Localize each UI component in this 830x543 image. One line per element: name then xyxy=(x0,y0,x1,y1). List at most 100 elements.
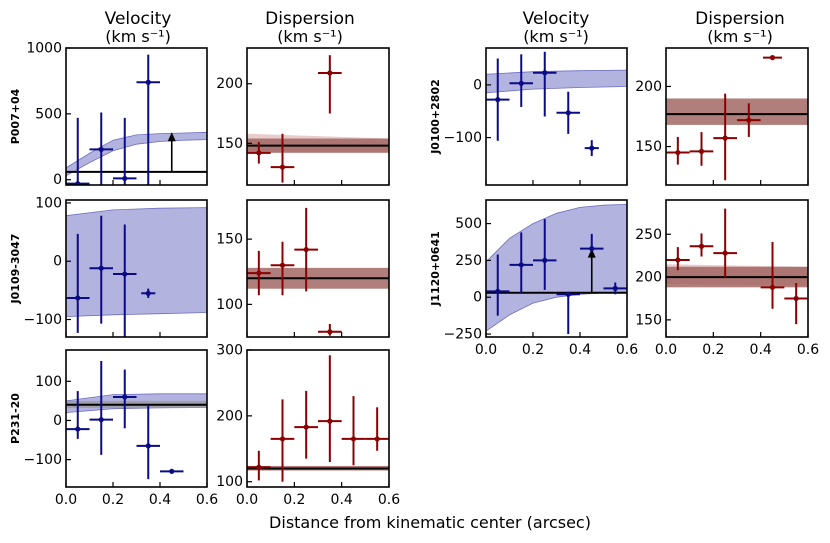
axes-frame xyxy=(485,199,628,338)
plot-area xyxy=(247,55,389,183)
point-marker xyxy=(256,464,262,470)
data-point xyxy=(713,208,737,278)
model-band xyxy=(66,131,207,177)
data-point xyxy=(247,450,271,481)
panel-p231-20-velocity: −100 0 100 0.0 0.2 0.4 0.6 P231-20 xyxy=(9,349,218,508)
y-tick-label: −250 xyxy=(444,327,482,343)
plot-area xyxy=(486,51,627,157)
y-tick-label: −100 xyxy=(24,452,62,468)
point-marker xyxy=(327,70,333,76)
x-tick-label: 0.4 xyxy=(331,492,353,508)
point-marker xyxy=(256,150,262,156)
data-point xyxy=(141,288,156,298)
model-band xyxy=(66,207,207,318)
point-marker xyxy=(98,265,104,271)
data-point xyxy=(89,360,113,455)
axes-frame xyxy=(246,349,390,488)
dispersion-units-right: (km s⁻¹) xyxy=(707,27,773,46)
data-point xyxy=(666,247,690,271)
axes-frame xyxy=(65,47,208,186)
data-point xyxy=(580,233,604,252)
galaxy-label: J0109-3047 xyxy=(9,234,22,305)
dispersion-units-left: (km s⁻¹) xyxy=(277,27,343,46)
point-marker xyxy=(722,135,728,141)
data-point xyxy=(294,207,318,292)
data-point xyxy=(270,133,295,183)
point-marker xyxy=(495,97,501,103)
data-point xyxy=(556,91,580,134)
y-tick-label: 300 xyxy=(216,343,243,359)
x-tick-label: 0.0 xyxy=(55,492,77,508)
data-point xyxy=(113,117,137,185)
data-point xyxy=(318,55,342,114)
point-marker xyxy=(75,181,81,185)
point-marker xyxy=(565,110,571,116)
velocity-units-left: (km s⁻¹) xyxy=(105,27,171,46)
data-point xyxy=(66,233,90,333)
data-point xyxy=(603,282,627,295)
point-marker xyxy=(495,288,501,294)
panel-j0109-3047-dispersion: 100 150 xyxy=(216,199,390,338)
velocity-title-right: Velocity xyxy=(523,9,590,29)
x-tick-label: 0.6 xyxy=(378,492,400,508)
point-marker xyxy=(675,149,681,156)
y-tick-label: 0 xyxy=(53,172,62,188)
axes-frame xyxy=(65,199,208,338)
point-marker xyxy=(746,117,752,123)
y-tick-label: 0 xyxy=(53,254,62,270)
y-tick-label: 150 xyxy=(635,139,662,155)
galaxy-label: P231-20 xyxy=(9,393,22,444)
data-point xyxy=(713,93,737,181)
data-point xyxy=(66,117,90,185)
panel-p007-04-velocity: 0 500 1000 P007+04 xyxy=(9,41,208,188)
plot-area xyxy=(66,207,207,337)
data-point xyxy=(763,55,782,61)
data-point xyxy=(533,219,557,290)
data-point xyxy=(89,112,113,185)
data-point xyxy=(136,54,160,185)
point-marker xyxy=(350,436,357,442)
panel-j0109-3047-velocity: −100 0 100 J0109-3047 xyxy=(9,195,208,338)
data-point xyxy=(160,468,184,474)
data-point xyxy=(533,51,557,117)
point-marker xyxy=(122,394,128,400)
y-tick-label: 0 xyxy=(53,413,62,429)
data-point xyxy=(66,391,90,439)
data-point xyxy=(486,58,510,141)
y-tick-label: 150 xyxy=(216,232,243,248)
point-marker xyxy=(98,417,104,423)
x-axis-label: Distance from kinematic center (arcsec) xyxy=(269,513,591,532)
x-tick-label: 0.0 xyxy=(475,342,497,358)
point-marker xyxy=(589,246,595,252)
point-marker xyxy=(612,285,618,291)
data-point xyxy=(247,250,271,296)
data-point xyxy=(341,396,366,466)
point-marker xyxy=(75,295,81,301)
point-marker xyxy=(565,291,571,297)
panel-j0100-2802-velocity: −100 0 J0100+2802 xyxy=(429,47,628,186)
point-marker xyxy=(698,148,705,154)
column-headers: Velocity (km s⁻¹) Dispersion (km s⁻¹) Ve… xyxy=(105,9,785,46)
point-marker xyxy=(256,270,262,276)
point-marker xyxy=(145,79,151,85)
axes-frame xyxy=(246,47,390,186)
axes-frame xyxy=(665,47,809,186)
panel-p231-20-dispersion: 100 200 300 0.0 0.2 0.4 0.6 xyxy=(216,343,400,509)
panel-j0100-2802-dispersion: 150 200 xyxy=(635,47,809,186)
data-point xyxy=(666,136,690,165)
y-tick-label: 200 xyxy=(216,76,243,92)
data-point xyxy=(737,103,761,137)
x-tick-label: 0.6 xyxy=(797,342,819,358)
data-point xyxy=(689,233,714,257)
y-tick-label: 200 xyxy=(635,270,662,286)
data-point xyxy=(509,54,533,108)
y-tick-label: 250 xyxy=(635,227,662,243)
velocity-units-right: (km s⁻¹) xyxy=(523,27,589,46)
panel-j1120-0641-velocity: −250 0 250 500 0.0 0.2 0.4 0.6 J1120+0641 xyxy=(429,199,638,358)
point-marker xyxy=(145,290,151,296)
point-marker xyxy=(122,271,128,277)
data-point xyxy=(784,283,808,325)
dispersion-title-left: Dispersion xyxy=(265,9,355,29)
